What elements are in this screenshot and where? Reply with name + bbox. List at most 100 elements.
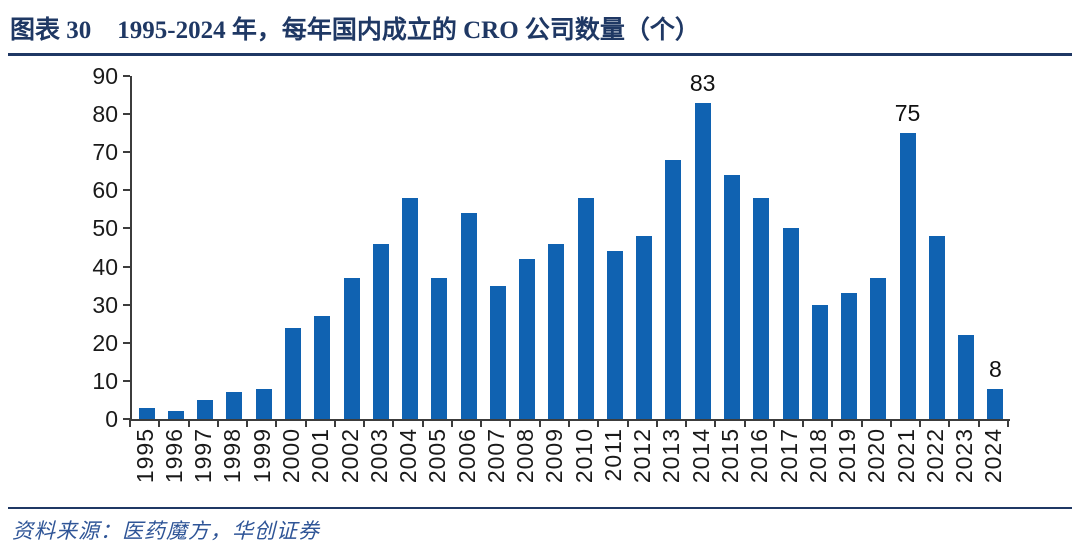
plot-area: 83 75 8 — [130, 71, 1010, 421]
x-axis-tick — [889, 420, 892, 427]
x-axis-tick — [246, 420, 249, 427]
x-axis-tick — [216, 420, 219, 427]
y-axis-tick-label: 70 — [92, 139, 118, 166]
bar-data-label: 83 — [689, 69, 716, 96]
figure-title: 1995-2024 年，每年国内成立的 CRO 公司数量（个） — [117, 17, 700, 44]
x-axis-tick — [860, 420, 863, 427]
bar-2009 — [548, 243, 565, 419]
x-axis-tick — [743, 420, 746, 427]
y-axis-tick — [123, 303, 130, 306]
bar-data-label: 75 — [894, 100, 921, 127]
y-axis-tick — [123, 113, 130, 116]
title-divider-rule — [8, 53, 1072, 56]
x-axis-tick — [392, 420, 395, 427]
bar-2020 — [870, 278, 887, 419]
bar-2003 — [372, 243, 389, 419]
bar-2023 — [958, 335, 975, 419]
x-axis-year-label: 1998 — [219, 428, 246, 484]
x-axis-tick — [421, 420, 424, 427]
x-axis-tick — [304, 420, 307, 427]
x-axis-year-label: 1995 — [131, 428, 158, 484]
source-note: 资料来源：医药魔方，华创证券 — [12, 519, 320, 543]
y-axis-tick-label: 60 — [92, 177, 118, 204]
x-axis-tick — [509, 420, 512, 427]
x-axis-year-label: 2001 — [307, 428, 334, 484]
x-axis-tick — [363, 420, 366, 427]
bar-2022 — [928, 236, 945, 419]
x-axis-year-label: 2017 — [775, 428, 802, 484]
bar-2018 — [811, 304, 828, 419]
figure-title-row: 图表 30 1995-2024 年，每年国内成立的 CRO 公司数量（个） — [10, 10, 1070, 46]
x-axis-tick — [1007, 420, 1009, 427]
x-axis-tick — [977, 420, 980, 427]
bar-2013 — [665, 159, 682, 419]
x-axis-tick — [275, 420, 278, 427]
y-axis-tick-label: 90 — [92, 63, 118, 89]
x-axis-year-label: 2015 — [716, 428, 743, 484]
x-axis-year-label: 1996 — [160, 428, 187, 484]
bar-2014 — [694, 102, 711, 419]
bar-2002 — [343, 278, 360, 419]
y-axis-tick-label: 0 — [105, 406, 118, 432]
y-axis-tick — [123, 189, 130, 192]
bar-2017 — [782, 228, 799, 419]
x-axis-year-label: 2016 — [746, 428, 773, 484]
bar-2024 — [987, 388, 1004, 419]
chart-canvas: 83 75 8 0 10 20 30 40 50 60 70 80 90 1995 1996 1997 199… — [0, 60, 1080, 505]
y-axis-tick — [123, 418, 130, 420]
x-axis-tick — [919, 420, 922, 427]
x-axis-tick — [187, 420, 190, 427]
x-axis-tick — [129, 420, 131, 427]
bar-2012 — [636, 236, 653, 419]
x-axis-year-label: 2012 — [629, 428, 656, 484]
x-axis-year-label: 2009 — [541, 428, 568, 484]
y-axis-tick — [123, 151, 130, 154]
y-axis-tick-label: 10 — [92, 367, 118, 394]
x-axis-tick — [831, 420, 834, 427]
x-axis-year-label: 2008 — [512, 428, 539, 484]
figure-label: 图表 30 — [10, 17, 92, 44]
bar-2001 — [314, 316, 331, 419]
x-axis-year-label: 2019 — [834, 428, 861, 484]
x-axis-tick — [626, 420, 629, 427]
y-axis-tick-label: 30 — [92, 291, 118, 318]
x-axis-year-label: 2010 — [570, 428, 597, 484]
bar-2010 — [577, 197, 594, 419]
bar-2007 — [489, 285, 506, 419]
y-axis-tick — [123, 75, 130, 77]
x-axis-year-label: 2023 — [951, 428, 978, 484]
bar-2019 — [841, 293, 858, 419]
x-axis-year-label: 2004 — [395, 428, 422, 484]
bar-2006 — [460, 213, 477, 419]
bar-2008 — [519, 258, 536, 419]
x-axis-tick — [450, 420, 453, 427]
bar-1998 — [226, 392, 243, 419]
x-axis-year-label: 2013 — [658, 428, 685, 484]
bar-1996 — [167, 411, 184, 419]
bar-2011 — [606, 251, 623, 419]
x-axis-tick — [714, 420, 717, 427]
x-axis-tick — [158, 420, 161, 427]
x-axis-year-label: 2005 — [424, 428, 451, 484]
y-axis-tick-label: 40 — [92, 253, 118, 280]
x-axis-tick — [568, 420, 570, 427]
x-axis-year-label: 2014 — [687, 428, 714, 484]
y-axis-tick — [123, 265, 130, 268]
bar-1995 — [138, 407, 155, 419]
x-axis-tick — [772, 420, 775, 427]
bar-2015 — [723, 175, 740, 419]
y-axis-tick-label: 20 — [92, 329, 118, 356]
bar-2016 — [753, 197, 770, 419]
x-axis-year-label: 1997 — [190, 428, 217, 484]
x-axis-year-label: 2020 — [863, 428, 890, 484]
bar-2000 — [284, 327, 301, 419]
bar-data-label: 8 — [988, 355, 1002, 382]
bar-2021 — [899, 133, 916, 419]
y-axis-tick — [123, 341, 130, 344]
y-axis-tick — [123, 379, 130, 382]
x-axis-tick — [538, 420, 541, 427]
x-axis-year-label: 2018 — [804, 428, 831, 484]
x-axis-year-label: 2000 — [277, 428, 304, 484]
y-axis-tick — [123, 227, 130, 230]
x-axis-year-label: 2006 — [453, 428, 480, 484]
